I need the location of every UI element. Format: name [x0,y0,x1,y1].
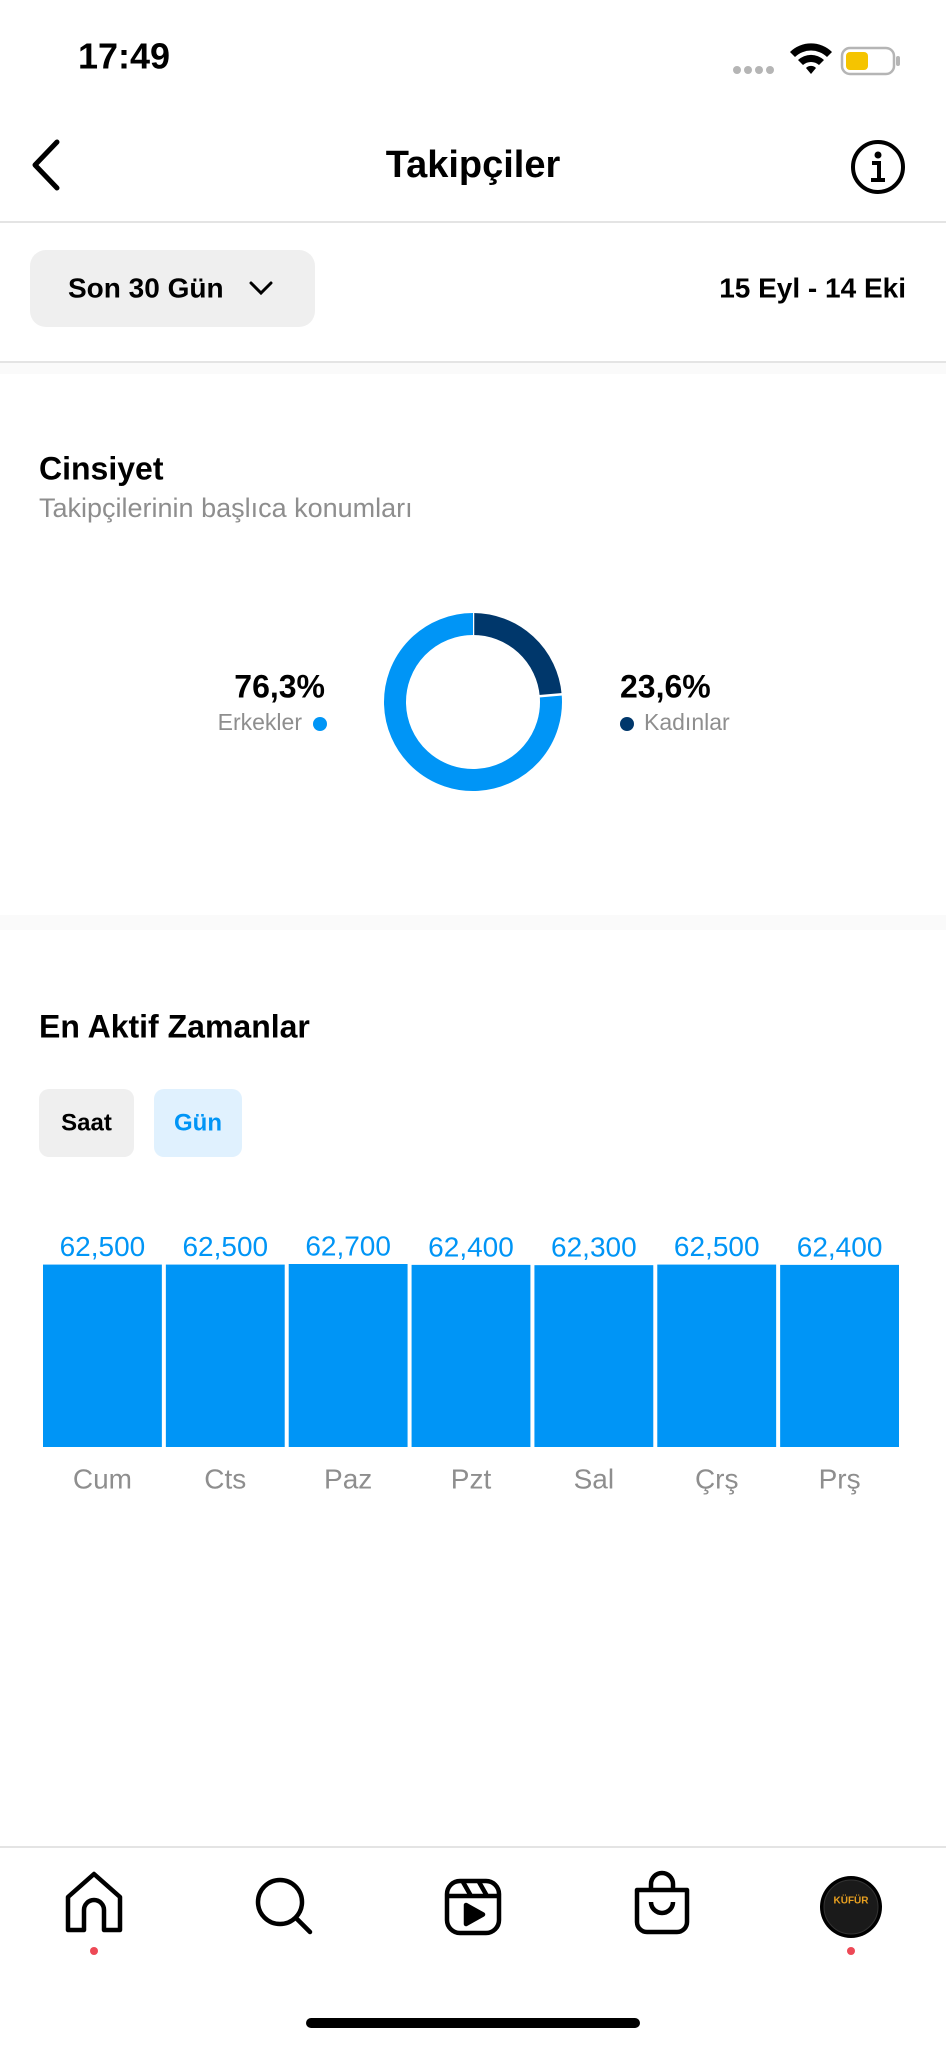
period-label: Son 30 Gün [68,272,224,303]
value-label: 62,400 [797,1231,883,1262]
period-dropdown[interactable]: Son 30 Gün [30,250,315,327]
nav-reels[interactable] [444,1878,502,1936]
tab-hour[interactable]: Saat [39,1089,134,1157]
donut-chart: 76,3% Erkekler 23,6% Kadınlar [218,602,730,791]
section-title: Cinsiyet [39,450,164,486]
legend-dot [313,717,327,731]
donut-segment [384,613,562,791]
value-label: 76,3% [234,668,325,704]
section-title: En Aktif Zamanlar [39,1008,310,1044]
nav-profile[interactable]: KÜFÜR [820,1876,882,1955]
nav-search[interactable] [255,1877,313,1935]
x-tick-label: Prş [819,1463,861,1494]
section-gap [0,915,946,930]
x-tick-label: Çrş [695,1463,739,1494]
bar [411,1264,531,1447]
x-tick-label: Paz [324,1463,372,1494]
date-range: 15 Eyl - 14 Eki [719,272,906,303]
legend-dot [620,717,634,731]
value-label: 62,400 [428,1231,514,1262]
x-tick-label: Cum [73,1463,132,1494]
tab-label: Saat [61,1109,112,1136]
bar [165,1264,285,1447]
legend-label: Erkekler [218,709,303,735]
value-label: 62,500 [674,1231,760,1262]
bar [780,1264,899,1447]
home-indicator [306,2018,640,2028]
info-button[interactable] [851,140,905,194]
nav-shop[interactable] [634,1870,690,1935]
bar [43,1264,162,1447]
donut-segment [472,613,562,697]
legend-label: Kadınlar [644,709,730,735]
value-label: 62,300 [551,1232,637,1263]
x-tick-label: Sal [574,1463,614,1494]
back-button[interactable] [32,139,60,191]
bar [288,1264,408,1447]
section-subtitle: Takipçilerinin başlıca konumları [39,493,413,523]
x-tick-label: Pzt [451,1463,492,1494]
tab-label: Gün [174,1109,222,1136]
avatar-text: KÜFÜR [834,1894,870,1907]
value-label: 62,500 [60,1231,146,1262]
section-gap [0,363,946,374]
segment-gap [528,692,573,699]
bar [534,1265,654,1447]
value-label: 62,700 [305,1230,391,1261]
status-icons [733,43,900,76]
page-title: Takipçiler [386,144,561,186]
x-tick-label: Cts [204,1463,246,1494]
status-time: 17:49 [78,36,170,77]
value-label: 62,500 [182,1231,268,1262]
bar [657,1264,777,1447]
nav-home[interactable] [65,1871,123,1955]
tab-day[interactable]: Gün [154,1089,242,1157]
value-label: 23,6% [620,668,711,704]
bar-chart: 62,500 Cum 62,500 Cts 62,700 Paz 62,400 Pzt 62,3… [43,1230,899,1494]
